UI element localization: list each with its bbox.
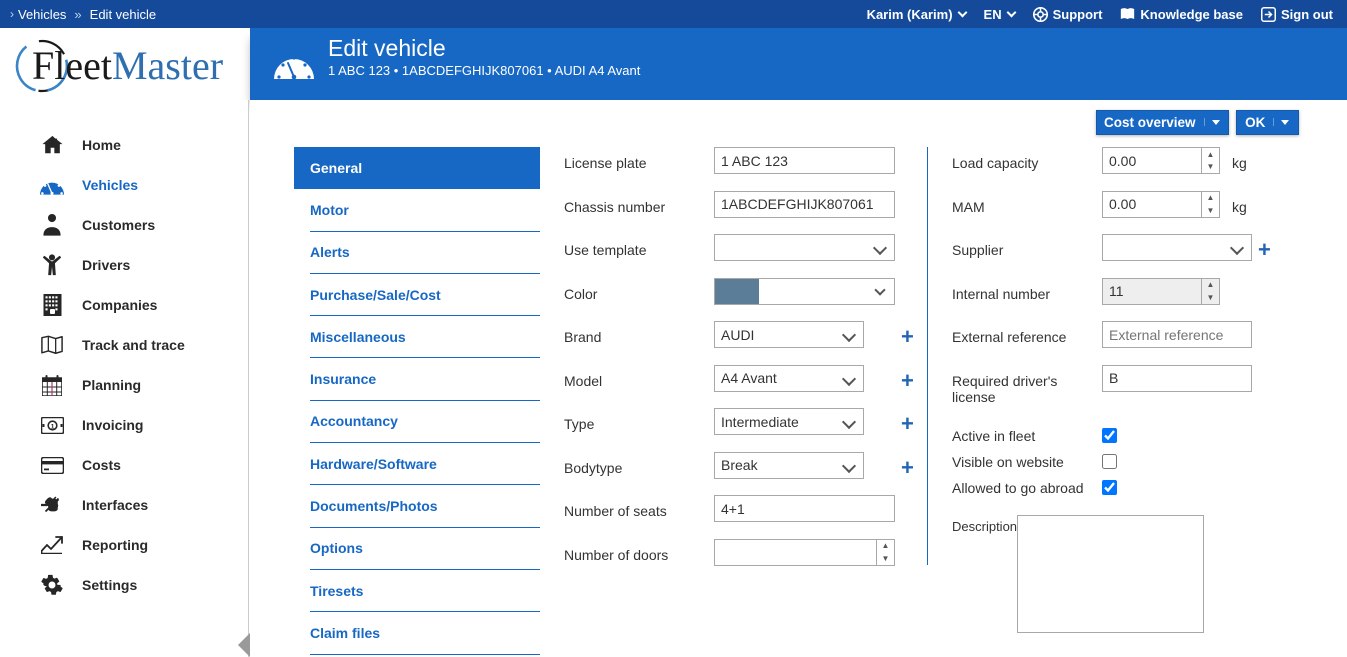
svg-text:1: 1 [50, 423, 54, 430]
